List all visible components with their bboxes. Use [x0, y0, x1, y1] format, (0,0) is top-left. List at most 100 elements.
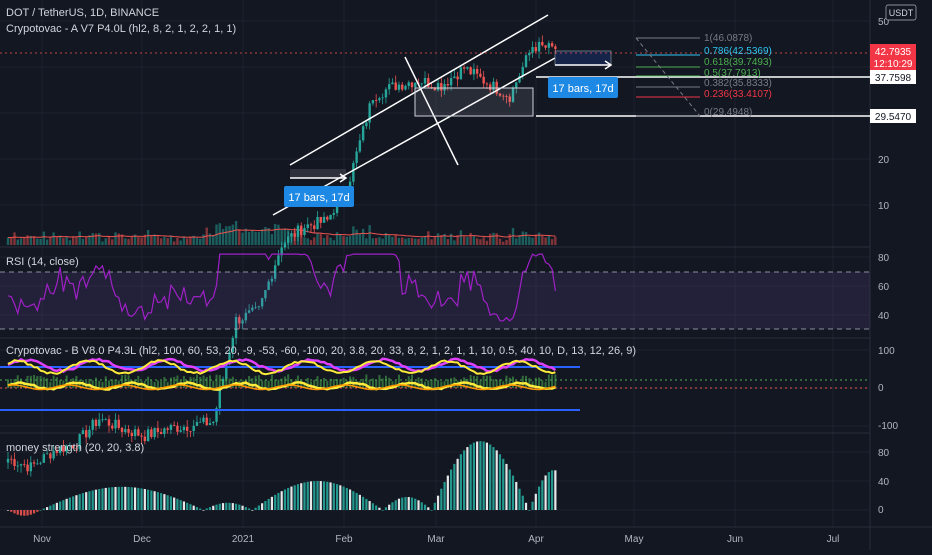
osc-hist-bar [388, 377, 391, 388]
volume-bar [29, 235, 33, 245]
candle-body [397, 84, 401, 90]
money-bar [124, 486, 127, 510]
volume-bar [394, 234, 397, 245]
candle-body [544, 45, 547, 48]
volume-bar [140, 237, 143, 245]
candle-body [505, 96, 508, 97]
candle-body [42, 454, 46, 463]
osc-title[interactable]: Crypotovac - B V8.0 P4.3L (hl2, 100, 60,… [6, 345, 636, 357]
money-bar [417, 500, 420, 510]
candle-body [49, 453, 52, 459]
candle-body [309, 224, 313, 226]
osc-hist-bar [541, 380, 544, 388]
candle-body [290, 233, 293, 237]
candle-body [534, 47, 538, 52]
osc-hist-bar [130, 380, 133, 388]
osc-orange-line[interactable] [7, 384, 556, 391]
fib-label-0786: 0.786(42.5369) [704, 46, 772, 57]
volume-bar [531, 237, 534, 245]
osc-hist-bar [424, 381, 427, 388]
osc-hist-bar [534, 377, 537, 388]
volume-bar [244, 228, 248, 245]
money-bar [550, 470, 554, 510]
osc-hist-bar [508, 377, 511, 388]
money-bar [274, 494, 277, 510]
candle-body [166, 428, 169, 430]
volume-bar [361, 228, 365, 245]
money-bar [300, 483, 303, 510]
symbol-title[interactable]: DOT / TetherUS, 1D, BINANCE [6, 7, 159, 19]
candle-body [185, 426, 189, 431]
money-tick-80: 80 [878, 448, 890, 459]
volume-bar [241, 232, 244, 245]
bars-measure-arrows[interactable] [290, 60, 613, 183]
volume-bar [133, 234, 137, 245]
money-bar [534, 493, 537, 510]
candle-body [361, 126, 365, 141]
rsi-title[interactable]: RSI (14, close) [6, 256, 79, 268]
time-tick-feb: Feb [335, 534, 353, 545]
candle-body [182, 426, 186, 431]
candle-body [371, 100, 375, 104]
candle-body [475, 68, 479, 74]
osc-hist-bar [147, 376, 150, 388]
volume-bar [163, 236, 166, 245]
money-bar [36, 510, 39, 512]
money-bar [293, 485, 296, 510]
rsi-line[interactable] [7, 253, 556, 322]
volume-bar [127, 238, 130, 245]
osc-hist-bar [313, 379, 316, 388]
volume-bar [166, 238, 169, 245]
projection-box[interactable] [554, 50, 612, 66]
candle-body [394, 82, 397, 90]
volume-bar [358, 233, 362, 245]
volume-bar [182, 236, 186, 245]
volume-bar [456, 235, 459, 245]
volume-bar [316, 233, 319, 245]
indicator-a-title[interactable]: Crypotovac - A V7 P4.0L (hl2, 8, 2, 1, 2… [6, 23, 236, 35]
money-bar [221, 503, 225, 510]
fib-labels: 1(46.0878) 0.786(42.5369) 0.618(39.7493)… [704, 33, 772, 118]
price-tick-10: 10 [878, 201, 890, 212]
volume-ma-line [7, 228, 556, 239]
bars-annotation-1[interactable]: 17 bars, 17d [284, 186, 354, 207]
money-bar [348, 489, 352, 510]
price-tick-20: 20 [878, 155, 890, 166]
money-bar [443, 481, 446, 510]
bars-range-box[interactable] [290, 169, 346, 178]
volume-bar [459, 230, 463, 245]
currency-badge[interactable] [885, 4, 917, 21]
osc-hist-bar [163, 377, 166, 388]
volume-bar [550, 239, 554, 245]
osc-yellow-line[interactable] [7, 359, 556, 376]
volume-bar [397, 237, 401, 245]
time-axis[interactable]: Nov Dec 2021 Feb Mar Apr May Jun Jul [33, 534, 839, 545]
osc-hist-bar [173, 376, 176, 388]
money-bar [261, 503, 264, 510]
money-bar [384, 507, 388, 510]
volume-bar [544, 237, 547, 245]
volume-bar [231, 224, 235, 245]
osc-hist-bar [397, 374, 400, 388]
currency-badge-text: USDT [889, 8, 914, 18]
money-bar [358, 494, 361, 510]
candle-body [322, 216, 326, 223]
money-histogram[interactable] [6, 441, 557, 516]
candle-body [387, 84, 391, 90]
volume-bar [391, 236, 394, 245]
bars-annotation-2[interactable]: 17 bars, 17d [548, 77, 618, 98]
volume-bar [537, 232, 541, 245]
candle-body [13, 459, 16, 467]
money-bar [143, 489, 146, 510]
fib-lines[interactable] [635, 37, 701, 117]
candle-body [348, 181, 352, 190]
money-bar [137, 487, 140, 510]
money-bar [85, 492, 88, 510]
money-title[interactable]: money strength (20, 20, 3.8) [6, 442, 144, 454]
candle-body [420, 83, 423, 85]
osc-hist-bar [277, 379, 280, 388]
candle-body [120, 427, 124, 433]
consolidation-box[interactable] [414, 87, 534, 117]
money-bar [176, 498, 179, 510]
